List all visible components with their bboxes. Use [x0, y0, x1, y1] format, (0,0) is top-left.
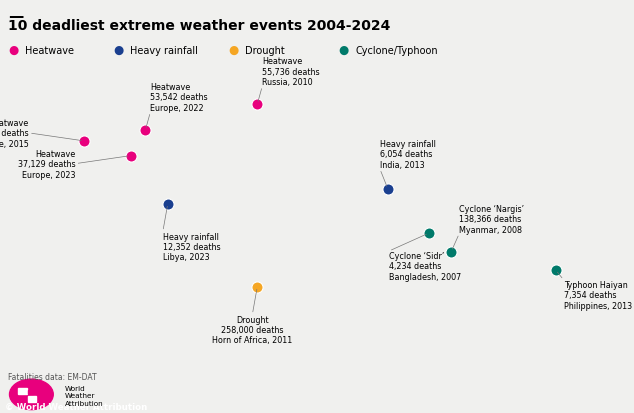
Text: ●: ● — [228, 44, 238, 57]
Text: World
Weather
Attribution: World Weather Attribution — [65, 385, 103, 406]
Text: © World Weather Attribution: © World Weather Attribution — [5, 402, 147, 411]
Text: Typhoon Haiyan
7,354 deaths
Philippines, 2013: Typhoon Haiyan 7,354 deaths Philippines,… — [564, 280, 632, 310]
Bar — [28, 396, 36, 402]
Text: ●: ● — [338, 44, 348, 57]
Bar — [18, 388, 27, 394]
Text: Drought: Drought — [245, 45, 285, 55]
Text: Cyclone ‘Nargis’
138,366 deaths
Myanmar, 2008: Cyclone ‘Nargis’ 138,366 deaths Myanmar,… — [459, 204, 524, 234]
Text: ●: ● — [113, 44, 123, 57]
Text: Cyclone ‘Sidr’
4,234 deaths
Bangladesh, 2007: Cyclone ‘Sidr’ 4,234 deaths Bangladesh, … — [389, 252, 461, 281]
Bar — [28, 390, 33, 394]
Text: Heavy rainfall: Heavy rainfall — [130, 45, 198, 55]
Text: Heavy rainfall
12,352 deaths
Libya, 2023: Heavy rainfall 12,352 deaths Libya, 2023 — [163, 232, 221, 262]
Text: Heatwave: Heatwave — [25, 45, 74, 55]
Circle shape — [10, 379, 53, 410]
Text: Cyclone/Typhoon: Cyclone/Typhoon — [355, 45, 437, 55]
Text: Heatwave
55,736 deaths
Russia, 2010: Heatwave 55,736 deaths Russia, 2010 — [262, 57, 320, 87]
Text: Drought
258,000 deaths
Horn of Africa, 2011: Drought 258,000 deaths Horn of Africa, 2… — [212, 315, 292, 344]
Text: Heatwave
3,275 deaths
France, 2015: Heatwave 3,275 deaths France, 2015 — [0, 119, 29, 148]
Text: Heatwave
37,129 deaths
Europe, 2023: Heatwave 37,129 deaths Europe, 2023 — [18, 150, 75, 179]
Text: ●: ● — [8, 44, 18, 57]
Text: 10 deadliest extreme weather events 2004-2024: 10 deadliest extreme weather events 2004… — [8, 19, 391, 33]
Text: Fatalities data: EM-DAT: Fatalities data: EM-DAT — [8, 373, 97, 382]
Text: —: — — [8, 9, 23, 24]
Text: Heatwave
53,542 deaths
Europe, 2022: Heatwave 53,542 deaths Europe, 2022 — [150, 83, 208, 112]
Text: Heavy rainfall
6,054 deaths
India, 2013: Heavy rainfall 6,054 deaths India, 2013 — [380, 140, 436, 169]
